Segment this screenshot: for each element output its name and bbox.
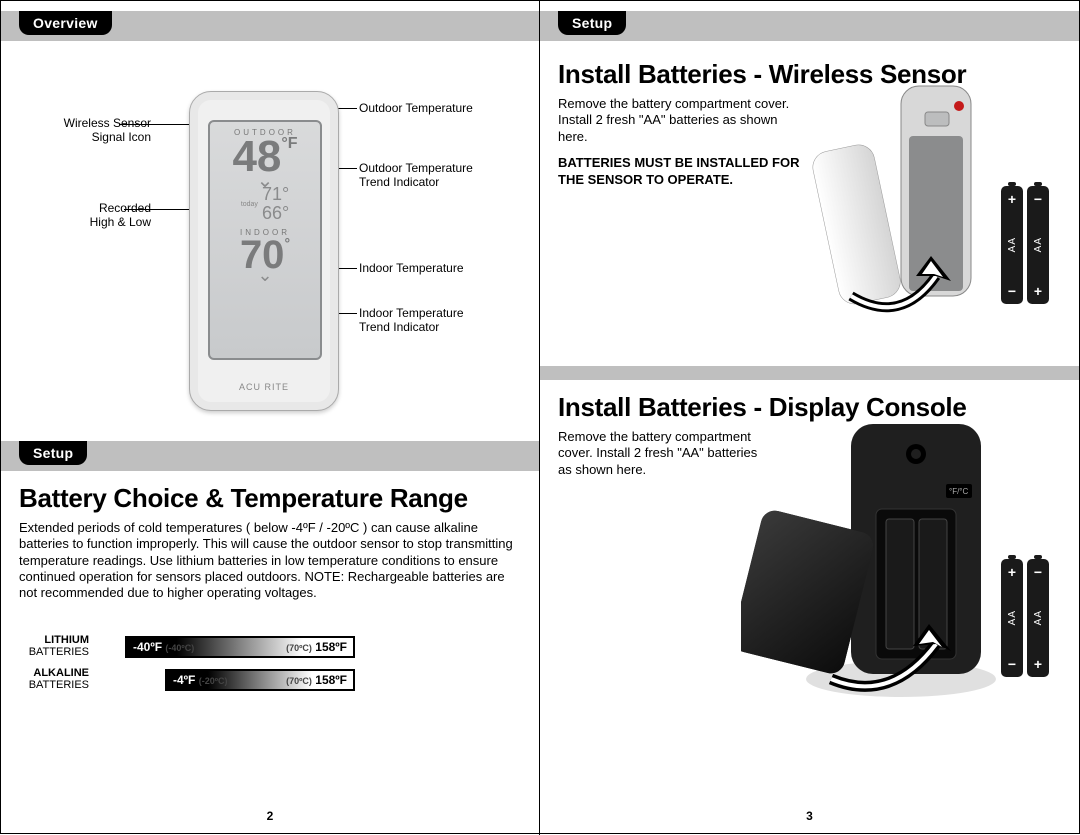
callout-outdoor-temp: Outdoor Temperature (359, 101, 529, 115)
today-low: 66° (262, 204, 289, 224)
setup-tab-right: Setup (558, 11, 626, 35)
battery-icon: − AA + (1027, 186, 1049, 304)
page-3: Setup Install Batteries - Wireless Senso… (540, 1, 1079, 835)
console-body: Remove the battery compartment cover. In… (558, 429, 758, 478)
alkaline-bar: -4ºF (-20ºC) (70ºC) 158ºF (165, 669, 355, 691)
callout-outdoor-trend: Outdoor Temperature Trend Indicator (359, 161, 529, 190)
lithium-row: LITHIUM BATTERIES -40ºF (-40ºC) (70ºC) 1… (19, 635, 521, 658)
fc-switch-label: °F/°C (949, 487, 969, 496)
overview-band: Overview (1, 11, 539, 41)
alkaline-row: ALKALINE BATTERIES -4ºF (-20ºC) (70ºC) 1… (19, 668, 521, 691)
display-device: OUTDOOR 48°F ⌄ today 71° 66° INDOOR (189, 91, 339, 411)
brand-label: ACU RITE (190, 382, 338, 392)
overview-tab: Overview (19, 11, 112, 35)
sensor-body: Remove the battery compartment cover. In… (558, 96, 808, 145)
divider-band (540, 366, 1079, 380)
wireless-sensor-illustration (791, 76, 991, 326)
manual-spread: Overview Wireless Sensor Signal Icon Rec… (1, 1, 1079, 833)
display-console-illustration: °F/°C (741, 409, 1001, 709)
console-text-block: Remove the battery compartment cover. In… (558, 429, 758, 478)
page-2: Overview Wireless Sensor Signal Icon Rec… (1, 1, 540, 835)
battery-icon: − AA + (1027, 559, 1049, 677)
sensor-text-block: Remove the battery compartment cover. In… (558, 96, 808, 189)
aa-batteries-sensor: + AA − − AA + (1001, 186, 1049, 304)
battery-icon: + AA − (1001, 559, 1023, 677)
lithium-bar: -40ºF (-40ºC) (70ºC) 158ºF (125, 636, 355, 658)
aa-batteries-console: + AA − − AA + (1001, 559, 1049, 677)
setup-tab-left: Setup (19, 441, 87, 465)
callout-indoor-trend: Indoor Temperature Trend Indicator (359, 306, 529, 335)
today-high: 71° (262, 185, 289, 205)
page-number-3: 3 (540, 809, 1079, 823)
battery-body-text: Extended periods of cold temperatures ( … (19, 520, 521, 601)
setup-band-left: Setup (1, 441, 539, 471)
temperature-range-chart: LITHIUM BATTERIES -40ºF (-40ºC) (70ºC) 1… (19, 635, 521, 691)
callout-recorded-hilo: Recorded High & Low (0, 201, 151, 230)
sensor-emph: BATTERIES MUST BE INSTALLED FOR THE SENS… (558, 155, 808, 189)
callout-wireless-signal: Wireless Sensor Signal Icon (0, 116, 151, 145)
setup-band-right: Setup (540, 11, 1079, 41)
device-diagram: Wireless Sensor Signal Icon Recorded Hig… (19, 61, 521, 441)
device-screen: OUTDOOR 48°F ⌄ today 71° 66° INDOOR (208, 120, 322, 360)
page-number-2: 2 (1, 809, 539, 823)
battery-icon: + AA − (1001, 186, 1023, 304)
callout-indoor-temp: Indoor Temperature (359, 261, 529, 275)
battery-heading: Battery Choice & Temperature Range (19, 483, 521, 514)
